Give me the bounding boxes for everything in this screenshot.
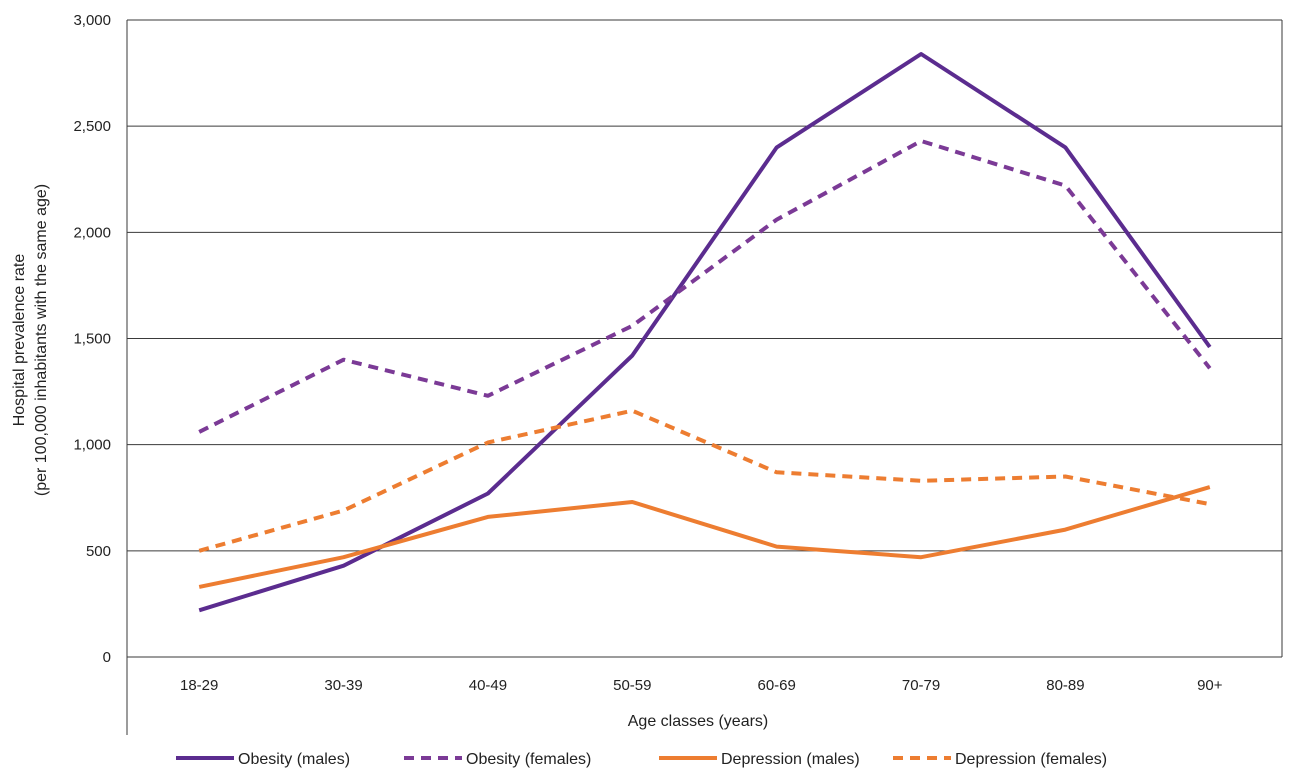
x-tick-label: 80-89 — [1046, 677, 1084, 694]
y-tick-label: 1,000 — [73, 437, 111, 454]
y-tick-label: 2,500 — [73, 118, 111, 135]
y-tick-label: 3,000 — [73, 12, 111, 29]
grid-lines — [126, 19, 1283, 735]
x-axis-ticks: 18-29 30-39 40-49 50-59 60-69 70-79 80-89 90+ — [180, 677, 1223, 694]
y-tick-label: 500 — [86, 543, 111, 560]
x-tick-label: 40-49 — [469, 677, 507, 694]
y-axis-title: Hospital prevalence rate (per 100,000 in… — [11, 184, 50, 496]
x-tick-label: 90+ — [1197, 677, 1223, 694]
series-lines — [198, 52, 1212, 613]
x-tick-label: 70-79 — [902, 677, 940, 694]
x-tick-label: 18-29 — [180, 677, 218, 694]
y-axis-title-line2: (per 100,000 inhabitants with the same a… — [33, 184, 50, 496]
y-axis-title-line1: Hospital prevalence rate — [11, 254, 28, 427]
y-tick-label: 2,000 — [73, 224, 111, 241]
x-axis-title: Age classes (years) — [628, 713, 769, 730]
legend: Obesity (males) Obesity (females) Depressi… — [176, 751, 1107, 768]
legend-label: Obesity (males) — [238, 751, 350, 768]
legend-label: Obesity (females) — [466, 751, 591, 768]
y-tick-label: 0 — [103, 649, 111, 666]
x-tick-label: 30-39 — [324, 677, 362, 694]
legend-label: Depression (females) — [955, 751, 1107, 768]
y-axis-ticks: 0 500 1,000 1,500 2,000 2,500 3,000 — [73, 12, 111, 666]
x-tick-label: 50-59 — [613, 677, 651, 694]
legend-label: Depression (males) — [721, 751, 860, 768]
y-tick-label: 1,500 — [73, 331, 111, 348]
series-line — [198, 485, 1211, 589]
series-line — [198, 52, 1212, 613]
series-line — [198, 408, 1211, 553]
x-tick-label: 60-69 — [758, 677, 796, 694]
series-line — [198, 139, 1212, 434]
